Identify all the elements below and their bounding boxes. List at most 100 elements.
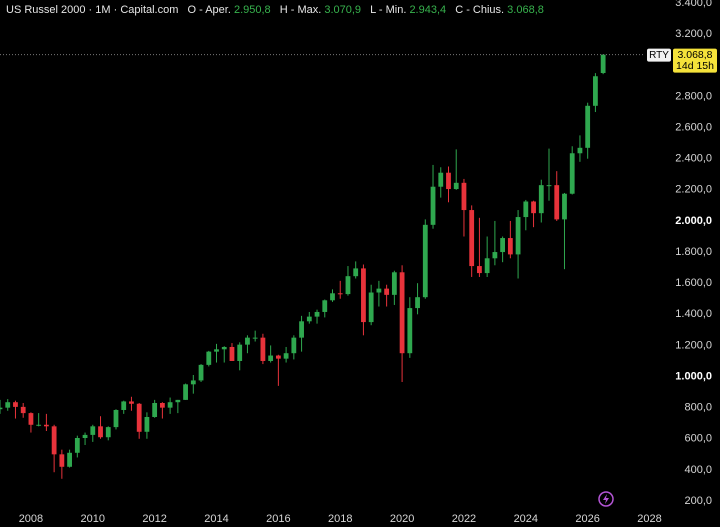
y-tick-label: 800,0	[684, 402, 712, 414]
candle-body	[229, 346, 235, 361]
candle-body	[446, 172, 451, 190]
x-tick-label: 2012	[142, 513, 166, 525]
candle-body	[275, 355, 281, 359]
high-label: H - Max.	[280, 4, 322, 16]
candle-body	[384, 288, 390, 295]
candle-body	[159, 402, 165, 408]
candle-body	[399, 272, 405, 354]
logo	[598, 491, 614, 507]
y-tick-label: 3.200,0	[675, 28, 712, 40]
badge-price: 3.068,8	[677, 49, 712, 61]
candle-body	[20, 406, 26, 414]
candle-body	[5, 402, 11, 408]
candle-body	[585, 105, 591, 148]
x-tick-label: 2024	[514, 513, 538, 525]
candle-body	[105, 427, 111, 438]
candle-body	[391, 272, 397, 295]
x-tick-label: 2008	[19, 513, 43, 525]
candle-body	[252, 337, 258, 339]
candle-body	[438, 172, 444, 187]
y-tick-label: 1.200,0	[675, 339, 712, 351]
badge-symbol-bg	[647, 48, 671, 62]
candle-body	[353, 268, 359, 277]
badge-countdown: 14d 15h	[676, 60, 714, 72]
y-tick-label: 2.600,0	[675, 121, 712, 133]
y-tick-label: 2.800,0	[675, 90, 712, 102]
candle-body	[13, 402, 18, 407]
candle-body	[245, 337, 250, 345]
candle-body	[221, 346, 227, 350]
x-tick-label: 2026	[575, 513, 599, 525]
candle-body	[314, 311, 320, 317]
candle-body	[492, 252, 498, 259]
candle-body	[59, 454, 65, 467]
candle-body	[600, 54, 606, 74]
candle-body	[268, 355, 274, 361]
candle-body	[198, 364, 204, 381]
candle-body	[415, 297, 420, 309]
candle-body	[36, 424, 42, 426]
candle-body	[430, 186, 436, 225]
candle-body	[299, 321, 304, 338]
candle-body	[523, 201, 529, 218]
candle-body	[82, 434, 88, 438]
x-tick-label: 2010	[81, 513, 105, 525]
candle-body	[322, 300, 328, 312]
x-tick-label: 2022	[452, 513, 476, 525]
y-tick-label: 600,0	[684, 433, 712, 445]
candle-body	[43, 424, 49, 427]
close-value: 3.068,8	[507, 4, 544, 16]
candle-body	[206, 351, 212, 365]
y-tick-label: 200,0	[684, 495, 712, 507]
candle-body	[129, 401, 134, 404]
x-tick-label: 2014	[204, 513, 228, 525]
y-tick-label: 1.400,0	[675, 308, 712, 320]
candle-body	[507, 238, 513, 255]
logo-bolt	[603, 494, 609, 504]
candle-body	[51, 426, 57, 455]
high-value: 3.070,9	[324, 4, 361, 16]
candle-body	[67, 452, 72, 467]
candle-body	[136, 403, 142, 432]
candle-body	[569, 153, 575, 194]
open-value: 2.950,8	[234, 4, 271, 16]
candle-body	[152, 402, 158, 417]
candle-body	[469, 210, 475, 267]
x-tick-label: 2020	[390, 513, 414, 525]
y-tick-label: 3.400,0	[675, 0, 712, 9]
x-tick-label: 2018	[328, 513, 352, 525]
candle-body	[515, 217, 521, 255]
candle-body	[283, 353, 289, 359]
candle-body	[368, 292, 374, 323]
candle-body	[175, 399, 181, 403]
low-label: L - Min.	[370, 4, 406, 16]
candle-body	[74, 437, 80, 453]
candle-body	[361, 268, 366, 323]
candle-body	[484, 258, 490, 274]
candle-body	[562, 193, 567, 220]
header: US Russel 2000 · 1M · Capital.com O - Ap…	[6, 4, 544, 16]
candle-body	[330, 293, 335, 301]
badge-price-bg	[673, 48, 717, 73]
candle-body	[183, 384, 188, 400]
y-tick-label: 1.800,0	[675, 246, 712, 258]
candle-body	[461, 182, 467, 211]
candle-body	[546, 185, 552, 187]
candle-body	[376, 288, 382, 293]
candle-body	[306, 316, 312, 322]
candle-body	[260, 337, 266, 361]
candle-body	[538, 185, 544, 214]
y-tick-label: 1.000,0	[675, 370, 712, 382]
x-tick-label: 2028	[637, 513, 661, 525]
candle-body	[28, 413, 34, 425]
candle-body	[531, 201, 536, 214]
candle-body	[121, 401, 127, 410]
close-label: C - Chius.	[455, 4, 504, 16]
y-tick-label: 2.200,0	[675, 184, 712, 196]
candle-body	[90, 426, 96, 435]
candle-body	[453, 182, 459, 190]
candle-body	[554, 185, 560, 220]
